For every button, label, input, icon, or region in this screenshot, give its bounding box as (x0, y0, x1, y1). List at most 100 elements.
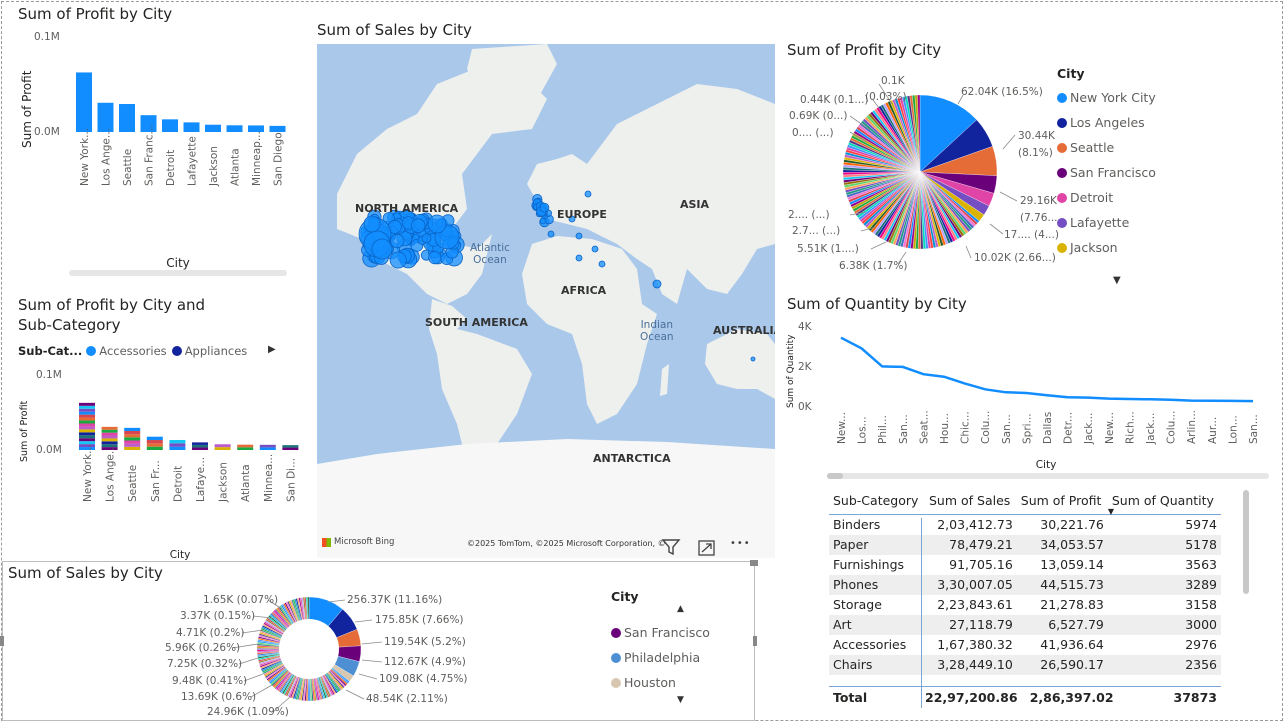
matrix-row[interactable]: Paper 78,479.21 34,053.57 5178 (829, 534, 1221, 555)
stacked-bar-segment[interactable] (259, 444, 276, 448)
matrix-row[interactable]: Art 27,118.79 6,527.79 3000 (829, 614, 1221, 635)
city-bubble[interactable] (750, 356, 756, 362)
legend-scroll-down-icon[interactable]: ▼ (1113, 275, 1121, 286)
stacked-bar-segment[interactable] (146, 440, 163, 444)
legend-item[interactable]: Seattle (1057, 135, 1156, 160)
city-bubble[interactable] (591, 245, 599, 253)
stacked-bar-segment[interactable] (79, 420, 95, 424)
stacked-bar-segment[interactable] (79, 432, 95, 436)
stacked-bar-segment[interactable] (124, 431, 141, 435)
stacked-bar-segment[interactable] (124, 443, 141, 447)
matrix-row[interactable]: Storage 2,23,843.61 21,278.83 3158 (829, 595, 1221, 615)
profit-bar[interactable] (76, 72, 92, 132)
stacked-bar-segment[interactable] (124, 434, 141, 438)
matrix-row[interactable]: Binders 2,03,412.73 30,221.76 5974 (829, 514, 1221, 535)
stacked-bar-segment[interactable] (79, 426, 95, 430)
city-bubble[interactable] (371, 238, 393, 260)
stacked-bar-segment[interactable] (124, 446, 141, 450)
stacked-bar-segment[interactable] (79, 402, 95, 406)
profit-pie-chart[interactable]: 62.04K (16.5%) 30.44K (8.1%) 29.16K (7.7… (778, 64, 1058, 279)
pie-slice[interactable] (919, 94, 977, 173)
legend-item[interactable]: San Francisco (1057, 160, 1156, 185)
stacked-bar-segment[interactable] (79, 411, 95, 415)
legend-item[interactable]: Detroit (1057, 185, 1156, 210)
scrollbar-thumb[interactable] (827, 473, 843, 479)
stacked-bar-segment[interactable] (124, 437, 141, 441)
stacked-bar-segment[interactable] (237, 447, 254, 450)
pie-slice[interactable] (917, 94, 921, 173)
subcategory-matrix[interactable]: Sub-Category Sum of Sales Sum of Profit … (829, 488, 1221, 713)
stacked-bar-segment[interactable] (79, 438, 95, 442)
city-bubble[interactable] (652, 279, 662, 289)
stacked-bar-segment[interactable] (79, 441, 95, 445)
city-bubble[interactable] (389, 233, 405, 249)
stacked-bar-segment[interactable] (214, 447, 231, 450)
city-bubble[interactable] (584, 190, 592, 198)
quantity-line-chart[interactable]: 4K 2K 0K Sum of Quantity New... Los... Phi… (780, 316, 1270, 481)
stacked-bar-segment[interactable] (101, 432, 118, 436)
stacked-bar-segment[interactable] (101, 435, 118, 439)
header-profit[interactable]: Sum of Profit (1016, 488, 1108, 515)
matrix-scrollbar[interactable] (1243, 490, 1249, 594)
scrollbar[interactable] (69, 270, 287, 276)
stacked-bar-segment[interactable] (214, 444, 231, 448)
profit-bar[interactable] (205, 124, 221, 132)
stacked-bar-segment[interactable] (101, 444, 118, 448)
legend-next-icon[interactable]: ▶ (268, 344, 276, 355)
resize-handle-corner[interactable] (750, 560, 758, 566)
city-bubble[interactable] (428, 251, 442, 265)
city-bubble[interactable] (575, 254, 583, 262)
stacked-bar-segment[interactable] (124, 427, 141, 432)
focus-mode-icon[interactable] (697, 539, 717, 561)
profit-bar[interactable] (226, 125, 243, 132)
matrix-row[interactable]: Accessories 1,67,380.32 41,936.64 2976 (829, 635, 1221, 655)
stacked-bar-segment[interactable] (79, 408, 95, 412)
matrix-row[interactable]: Phones 3,30,007.05 44,515.73 3289 (829, 574, 1221, 595)
legend-item[interactable]: San Francisco (611, 620, 710, 645)
profit-bar[interactable] (183, 122, 200, 132)
sales-donut-chart[interactable]: 256.37K (11.16%) 175.85K (7.66%) 119.54K… (150, 582, 500, 720)
stacked-bar-segment[interactable] (101, 426, 118, 430)
stacked-bar-segment[interactable] (146, 446, 163, 450)
city-bubble[interactable] (363, 215, 381, 233)
header-subcategory[interactable]: Sub-Category (829, 488, 925, 515)
stacked-bar-segment[interactable] (101, 438, 118, 442)
profit-by-city-bar-chart[interactable]: 0.1M 0.0M Sum of Profit New York... Los A… (12, 26, 302, 278)
scrollbar[interactable] (827, 473, 1269, 479)
profit-bar[interactable] (97, 102, 114, 132)
stacked-bar-segment[interactable] (101, 429, 118, 433)
legend-item[interactable]: Houston (611, 670, 710, 695)
header-sales[interactable]: Sum of Sales (925, 488, 1017, 515)
city-bubble[interactable] (389, 251, 407, 269)
stacked-bar-segment[interactable] (101, 441, 118, 445)
legend-scroll-up-icon[interactable]: ▲ (677, 604, 684, 614)
city-bubble[interactable] (598, 260, 606, 268)
header-quantity[interactable]: Sum of Quantity ▼ (1107, 488, 1221, 516)
city-bubble[interactable] (575, 232, 583, 240)
profit-bar[interactable] (269, 125, 286, 132)
profit-bar[interactable] (140, 115, 157, 132)
stacked-bar-segment[interactable] (192, 442, 208, 445)
legend-item[interactable]: New York City (1057, 85, 1156, 110)
city-bubble[interactable] (568, 215, 576, 223)
stacked-bar-segment[interactable] (79, 414, 95, 418)
stacked-bar-segment[interactable] (169, 443, 186, 447)
city-bubble[interactable] (427, 214, 447, 234)
stacked-bar-segment[interactable] (169, 439, 186, 444)
stacked-bar-segment[interactable] (79, 405, 95, 409)
stacked-bar-segment[interactable] (282, 445, 299, 448)
legend-item[interactable]: Philadelphia (611, 645, 710, 670)
resize-handle-left[interactable] (0, 636, 4, 646)
sales-by-city-map[interactable]: NORTH AMERICA EUROPE ASIA AFRICA SOUTH A… (317, 44, 775, 558)
stacked-bar-segment[interactable] (79, 435, 95, 439)
matrix-row[interactable]: Furnishings 91,705.16 13,059.14 3563 (829, 555, 1221, 575)
legend-item[interactable]: Lafayette (1057, 210, 1156, 235)
stacked-bar-segment[interactable] (101, 447, 118, 450)
stacked-bar-segment[interactable] (192, 447, 208, 450)
matrix-row[interactable]: Chairs 3,28,449.10 26,590.17 2356 (829, 654, 1221, 675)
stacked-bar-segment[interactable] (79, 423, 95, 427)
legend-item[interactable]: Los Angeles (1057, 110, 1156, 135)
stacked-bar-segment[interactable] (79, 429, 95, 433)
stacked-bar-segment[interactable] (259, 447, 276, 450)
filter-icon[interactable] (661, 538, 681, 560)
